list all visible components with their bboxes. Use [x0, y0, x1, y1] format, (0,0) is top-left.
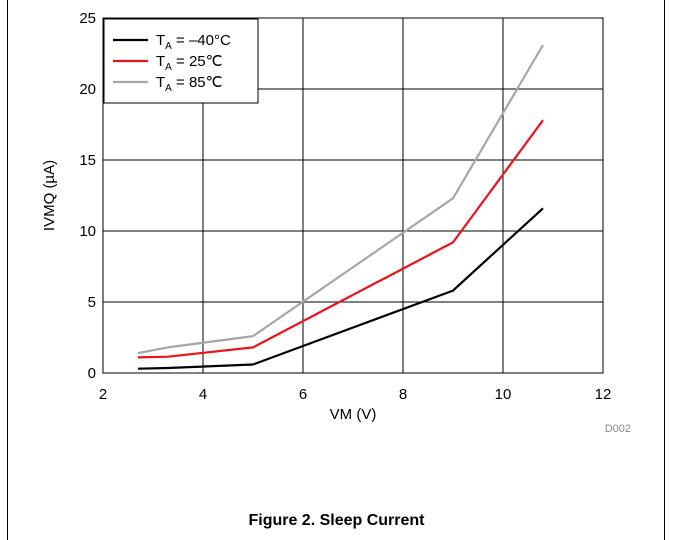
figure-caption: Figure 2. Sleep Current — [248, 512, 425, 529]
x-tick-label: 4 — [199, 386, 207, 403]
legend: TA = –40°CTA = 25℃TA = 85℃ — [103, 18, 259, 104]
y-axis-label: IVMQ (µA) — [41, 160, 58, 231]
frame-left-border — [7, 0, 8, 540]
y-tick-label: 5 — [88, 294, 96, 311]
legend-entry-1: TA = –40°C — [156, 32, 231, 52]
document-id: D002 — [605, 423, 631, 435]
series-line-3 — [137, 44, 544, 355]
y-tick-label: 15 — [79, 152, 96, 169]
frame-right-border — [664, 0, 665, 540]
sleep-current-chart: 2 4 6 8 10 12 0 5 10 15 20 25 VM (V) IVMQ (µA) TA =… — [41, 10, 631, 435]
x-tick-label: 8 — [399, 386, 407, 403]
series-line-2 — [137, 119, 544, 359]
x-tick-label: 10 — [495, 386, 512, 403]
series-line-1 — [137, 207, 544, 370]
y-tick-label: 10 — [79, 223, 96, 240]
tick-labels: 2 4 6 8 10 12 0 5 10 15 20 25 — [79, 10, 611, 403]
x-tick-label: 2 — [99, 386, 107, 403]
x-tick-label: 6 — [299, 386, 307, 403]
y-tick-label: 0 — [88, 365, 96, 382]
y-tick-label: 20 — [79, 81, 96, 98]
legend-entry-3: TA = 85℃ — [156, 74, 222, 94]
series-layer — [137, 44, 544, 370]
plot-area-border — [102, 17, 604, 374]
legend-entry-2: TA = 25℃ — [156, 53, 222, 73]
x-tick-label: 12 — [595, 386, 612, 403]
x-axis-label: VM (V) — [330, 406, 377, 423]
y-tick-label: 25 — [79, 10, 96, 27]
